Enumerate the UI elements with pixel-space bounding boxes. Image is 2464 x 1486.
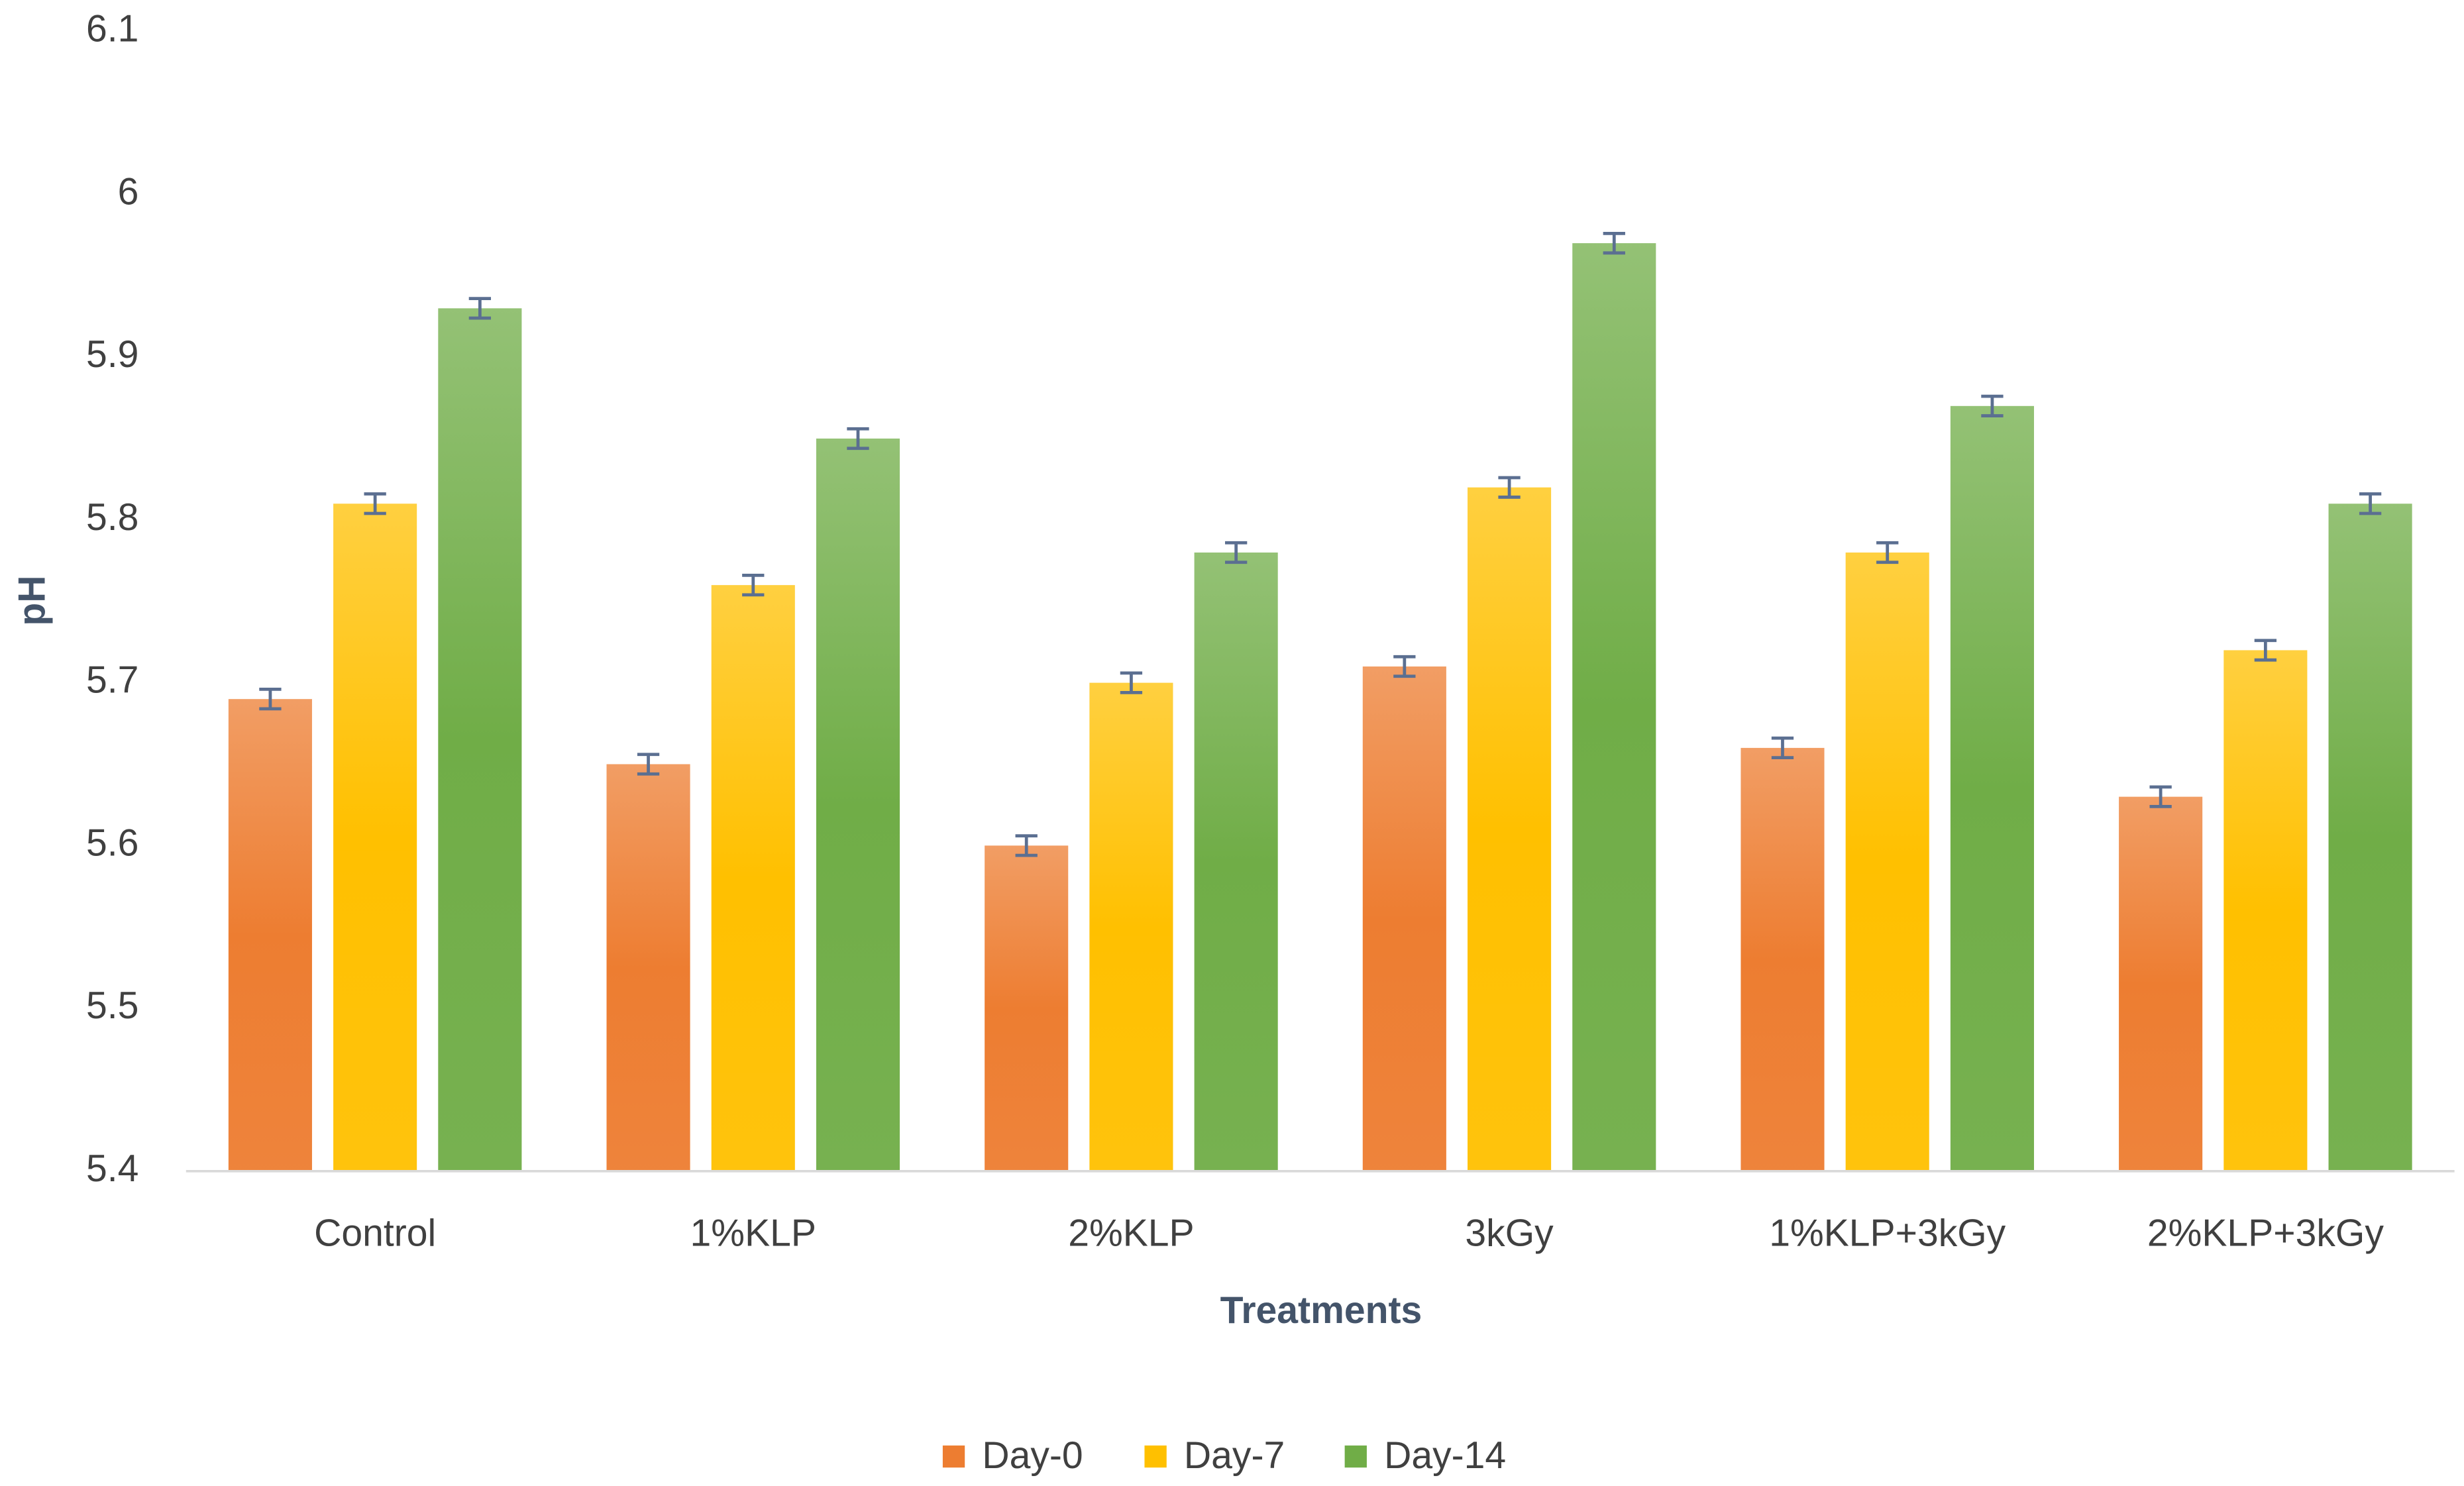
error-bar bbox=[637, 753, 660, 776]
error-bar bbox=[1771, 736, 1794, 760]
y-axis-title: pH bbox=[11, 575, 53, 625]
bar bbox=[2119, 796, 2203, 1171]
error-bar bbox=[1015, 834, 1038, 857]
y-tick-label: 5.5 bbox=[86, 984, 138, 1027]
error-bar bbox=[742, 574, 765, 597]
bar bbox=[2223, 650, 2308, 1171]
bar bbox=[816, 438, 900, 1171]
x-tick-label: 2%KLP bbox=[1068, 1212, 1194, 1254]
legend-swatch bbox=[1144, 1445, 1167, 1468]
bar bbox=[1572, 243, 1656, 1171]
error-bar bbox=[2149, 785, 2172, 808]
error-bar bbox=[2254, 639, 2277, 662]
x-tick-label: Control bbox=[314, 1212, 436, 1254]
bar bbox=[606, 764, 690, 1171]
bar bbox=[1362, 666, 1446, 1171]
error-bar bbox=[1224, 541, 1248, 564]
bar bbox=[1950, 405, 2034, 1171]
bar bbox=[333, 504, 417, 1171]
error-bar bbox=[468, 297, 492, 320]
bar bbox=[2328, 504, 2412, 1171]
x-axis-title: Treatments bbox=[1220, 1289, 1422, 1332]
bar bbox=[985, 845, 1069, 1171]
bar bbox=[228, 699, 312, 1171]
error-bar bbox=[1120, 671, 1143, 694]
bar bbox=[1845, 552, 1929, 1171]
legend-swatch bbox=[942, 1445, 965, 1468]
y-tick-label: 5.4 bbox=[86, 1147, 138, 1190]
bar bbox=[1741, 747, 1825, 1171]
bar bbox=[711, 585, 795, 1171]
x-tick-label: 1%KLP bbox=[690, 1212, 816, 1254]
y-tick-label: 5.6 bbox=[86, 822, 138, 864]
x-tick-label: 3kGy bbox=[1465, 1212, 1554, 1254]
y-tick-label: 6.1 bbox=[86, 8, 138, 50]
y-tick-label: 5.7 bbox=[86, 659, 138, 702]
y-tick-label: 5.9 bbox=[86, 333, 138, 376]
error-bar bbox=[1498, 476, 1521, 499]
bar bbox=[1089, 682, 1173, 1171]
x-tick-label: 1%KLP+3kGy bbox=[1769, 1212, 2006, 1254]
legend-label: Day-7 bbox=[1184, 1434, 1285, 1477]
error-bar bbox=[364, 492, 386, 515]
error-bar bbox=[2359, 492, 2382, 515]
bar bbox=[1468, 487, 1552, 1171]
y-tick-label: 5.8 bbox=[86, 496, 138, 539]
x-tick-label: 2%KLP+3kGy bbox=[2147, 1212, 2384, 1254]
error-bar bbox=[1393, 655, 1416, 678]
error-bar bbox=[1876, 541, 1899, 564]
error-bar bbox=[259, 688, 282, 711]
y-tick-label: 6 bbox=[118, 170, 139, 213]
error-bar bbox=[847, 427, 869, 451]
legend-label: Day-14 bbox=[1384, 1434, 1506, 1477]
legend-label: Day-0 bbox=[982, 1434, 1083, 1477]
bar bbox=[438, 308, 522, 1171]
error-bar bbox=[1603, 231, 1625, 255]
bar bbox=[1194, 552, 1278, 1171]
error-bar bbox=[1981, 394, 2004, 417]
legend-swatch bbox=[1344, 1445, 1367, 1468]
